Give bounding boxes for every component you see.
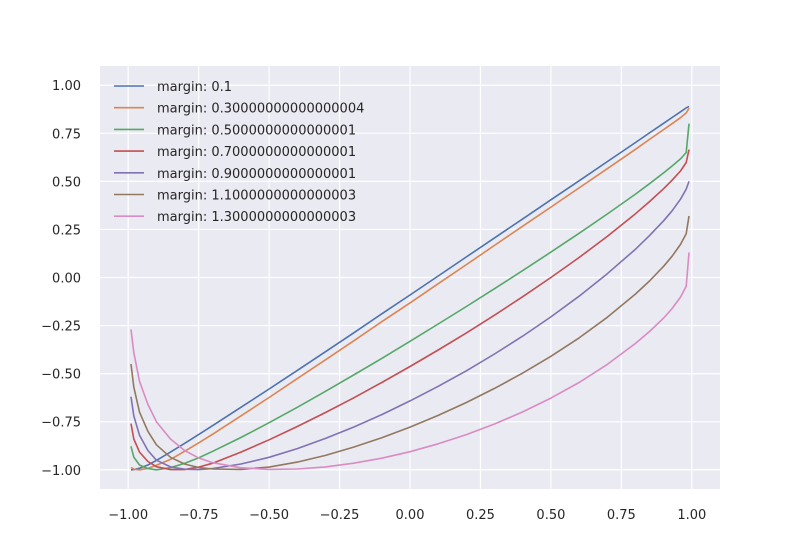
legend-label: margin: 0.30000000000000004 (157, 102, 364, 117)
x-tick-label: 0.00 (396, 508, 425, 523)
y-axis-ticks: 1.00 0.75 0.50 0.25 0.00 −0.25 −0.50 −0.75 −1.00 (41, 79, 81, 479)
series-line-3 (130, 123, 690, 471)
x-tick-label: −1.00 (108, 508, 148, 523)
x-tick-label: −0.75 (179, 508, 219, 523)
series-line-4 (130, 149, 690, 471)
y-tick-label: −0.75 (41, 416, 81, 431)
y-tick-label: 0.00 (52, 272, 81, 287)
y-tick-label: 1.00 (52, 79, 81, 94)
series-line-1 (130, 105, 690, 471)
x-tick-label: −0.50 (249, 508, 289, 523)
grid (100, 66, 720, 489)
x-tick-label: 0.75 (607, 508, 636, 523)
legend-label: margin: 1.3000000000000003 (157, 210, 356, 225)
legend-label: margin: 1.1000000000000003 (157, 189, 356, 204)
x-axis-ticks: −1.00 −0.75 −0.50 −0.25 0.00 0.25 0.50 0.75 1.00 (108, 508, 706, 523)
legend: margin: 0.1 margin: 0.30000000000000004 ma… (114, 80, 364, 225)
legend-label: margin: 0.7000000000000001 (157, 145, 356, 160)
series-lines (130, 105, 690, 471)
y-tick-label: 0.75 (52, 127, 81, 142)
series-line-7 (130, 252, 690, 471)
x-tick-label: 1.00 (677, 508, 706, 523)
y-tick-label: 0.25 (52, 223, 81, 238)
y-tick-label: −0.25 (41, 320, 81, 335)
x-tick-label: 0.50 (536, 508, 565, 523)
series-line-5 (130, 181, 690, 471)
legend-label: margin: 0.1 (157, 80, 232, 95)
series-line-2 (130, 107, 690, 471)
legend-label: margin: 0.5000000000000001 (157, 123, 356, 138)
y-tick-label: −0.50 (41, 368, 81, 383)
y-tick-label: −1.00 (41, 464, 81, 479)
x-tick-label: 0.25 (466, 508, 495, 523)
legend-label: margin: 0.9000000000000001 (157, 167, 356, 182)
x-tick-label: −0.25 (320, 508, 360, 523)
series-line-6 (130, 215, 690, 471)
y-tick-label: 0.50 (52, 175, 81, 190)
